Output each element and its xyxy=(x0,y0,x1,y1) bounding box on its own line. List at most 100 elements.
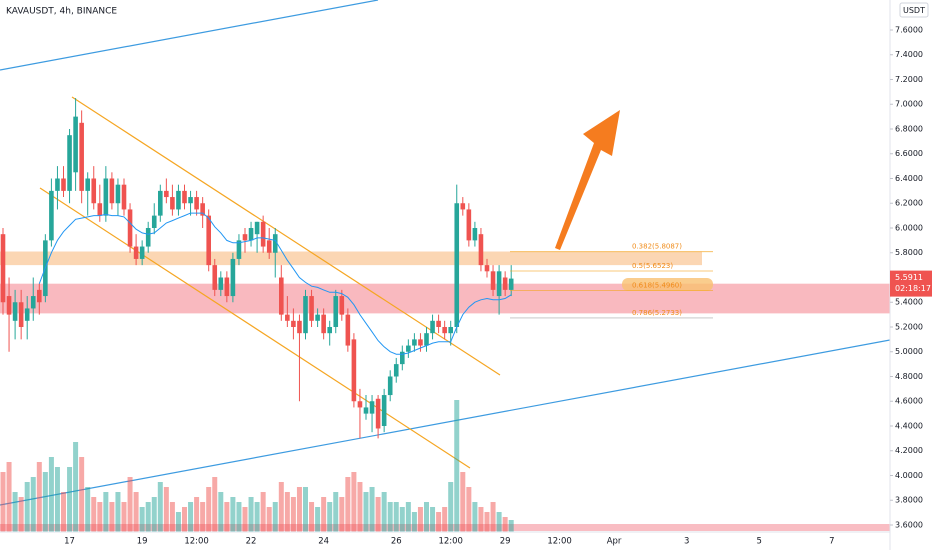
candle-body xyxy=(400,351,405,365)
volume-bar xyxy=(309,502,315,532)
y-tick-label: 7.6000 xyxy=(895,25,923,34)
candle-body xyxy=(127,209,133,247)
candle-body xyxy=(248,227,254,241)
candle-body xyxy=(61,178,66,191)
zone xyxy=(0,283,890,314)
y-tick-label: 7.2000 xyxy=(895,75,923,84)
volume-bar xyxy=(442,507,448,532)
trend-line xyxy=(0,339,891,506)
candle-body xyxy=(115,184,121,204)
candle-body xyxy=(333,296,339,327)
volume-bar xyxy=(387,502,393,532)
volume-bar xyxy=(188,502,194,532)
candle-body xyxy=(164,190,169,198)
candle-body xyxy=(315,314,320,321)
candle-body xyxy=(212,265,218,290)
y-tick-label: 6.8000 xyxy=(895,124,923,133)
candle-body xyxy=(490,271,496,290)
volume-bar xyxy=(321,497,327,532)
volume-bar xyxy=(411,512,417,532)
volume-bar xyxy=(127,477,133,532)
volume-bar xyxy=(18,497,24,532)
volume-bar xyxy=(236,502,242,532)
candle-body xyxy=(18,302,24,327)
volume-bar xyxy=(284,492,290,532)
volume-bar xyxy=(242,507,248,532)
volume-bar xyxy=(103,492,109,532)
volume-bar xyxy=(369,487,375,532)
volume-bar xyxy=(484,512,490,532)
volume-bar xyxy=(36,462,42,532)
volume-bar xyxy=(345,477,351,532)
volume-bar xyxy=(333,492,339,532)
volume-bar xyxy=(145,502,151,532)
candle-body xyxy=(230,258,236,297)
fib-highlight xyxy=(622,278,713,291)
volume-bar xyxy=(121,502,127,532)
candle-body xyxy=(73,116,78,173)
x-tick-label: 24 xyxy=(318,537,329,547)
candle-body xyxy=(97,203,103,216)
volume-bar xyxy=(357,482,363,532)
candle-body xyxy=(460,203,466,210)
volume-bar xyxy=(67,467,73,532)
candle-body xyxy=(260,221,266,247)
volume-bar xyxy=(393,502,399,532)
y-tick-label: 5.2000 xyxy=(895,322,923,331)
x-tick-label: 26 xyxy=(391,537,402,547)
candle-body xyxy=(406,345,411,352)
volume-bar xyxy=(424,502,429,532)
volume-bar xyxy=(496,512,502,532)
candle-body xyxy=(194,197,199,210)
x-tick-label: 29 xyxy=(500,537,511,547)
volume-bar xyxy=(303,487,308,532)
y-tick-label: 4.6000 xyxy=(895,397,923,406)
x-tick-label: Apr xyxy=(607,537,622,547)
candle-body xyxy=(412,339,417,346)
volume-bar xyxy=(6,462,12,532)
y-tick-label: 3.8000 xyxy=(895,496,923,505)
candle-body xyxy=(133,246,139,259)
candle-body xyxy=(321,314,326,334)
candle-body xyxy=(55,178,60,191)
time-axis xyxy=(0,532,890,550)
volume-bar xyxy=(182,507,187,532)
volume-bar xyxy=(260,492,266,532)
moving-average xyxy=(38,212,512,355)
x-tick-label: 19 xyxy=(137,537,148,547)
y-tick-label: 3.6000 xyxy=(895,520,923,529)
x-tick-label: 7 xyxy=(829,537,834,547)
x-tick-label: 3 xyxy=(684,537,689,547)
volume-bar xyxy=(42,472,48,532)
y-tick-label: 6.0000 xyxy=(895,223,923,232)
candle-body xyxy=(508,278,514,290)
candle-body xyxy=(279,277,284,315)
trend-line xyxy=(0,0,379,71)
volume-bar xyxy=(157,482,163,532)
candle-body xyxy=(363,407,369,414)
candle-body xyxy=(309,296,314,321)
volume-bar xyxy=(163,487,169,532)
candle-body xyxy=(121,184,127,210)
currency-box xyxy=(899,2,929,18)
candle-body xyxy=(266,240,272,253)
candle-body xyxy=(454,203,460,327)
y-tick-label: 5.0000 xyxy=(895,347,923,356)
volume-bar xyxy=(436,512,442,532)
volume-bar xyxy=(478,507,484,532)
volume-bar xyxy=(417,507,423,532)
candle-body xyxy=(345,314,351,346)
candle-body xyxy=(418,339,423,346)
candle-body xyxy=(0,234,6,303)
volume-bar xyxy=(24,482,30,532)
candle-body xyxy=(49,190,54,241)
candle-body xyxy=(24,308,30,321)
candle-body xyxy=(182,190,187,204)
volume-bar xyxy=(85,487,91,532)
channel-line xyxy=(71,96,501,376)
fib-label: 0.786(5.2733) xyxy=(632,309,682,317)
candle-body xyxy=(200,203,205,216)
candle-body xyxy=(375,398,381,429)
y-tick-label: 7.0000 xyxy=(895,100,923,109)
